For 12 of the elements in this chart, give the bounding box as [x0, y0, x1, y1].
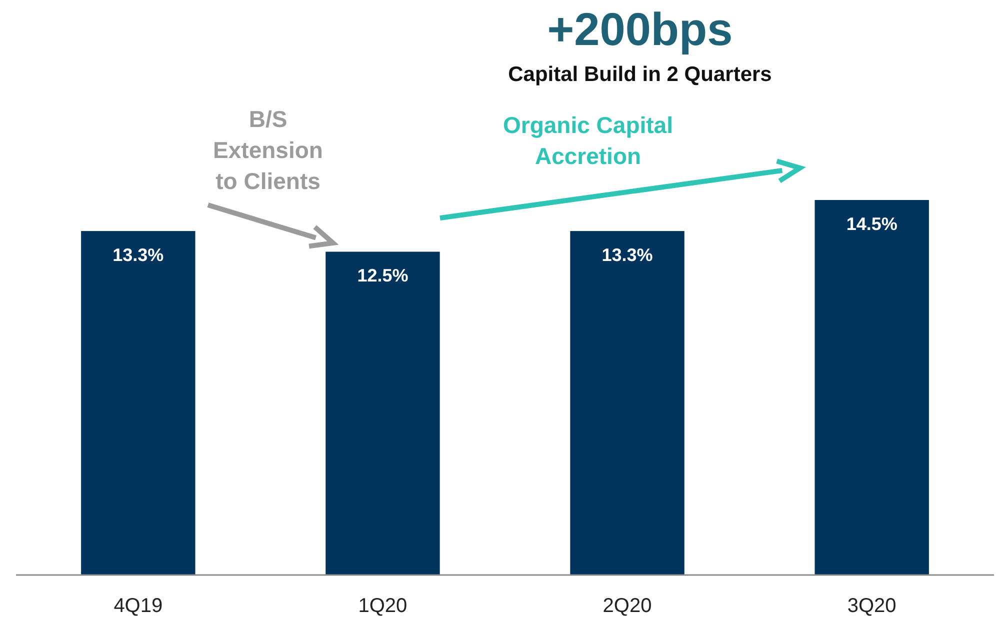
- text: B/S Extension to Clients: [213, 106, 323, 194]
- data-label: 13.3%: [112, 245, 164, 266]
- x-tick-label: 2Q20: [602, 595, 652, 617]
- text: Organic Capital Accretion: [503, 112, 673, 169]
- data-label: 13.3%: [602, 245, 653, 266]
- data-label: 14.5%: [846, 214, 898, 234]
- chart-subtitle: Capital Build in 2 Quarters: [508, 63, 772, 86]
- data-label: 12.5%: [357, 266, 408, 286]
- x-tick-label: 4Q19: [114, 595, 163, 617]
- chart-title: +200bps: [547, 3, 733, 55]
- x-tick-label: 1Q20: [358, 595, 408, 617]
- x-tick-label: 3Q20: [847, 595, 896, 617]
